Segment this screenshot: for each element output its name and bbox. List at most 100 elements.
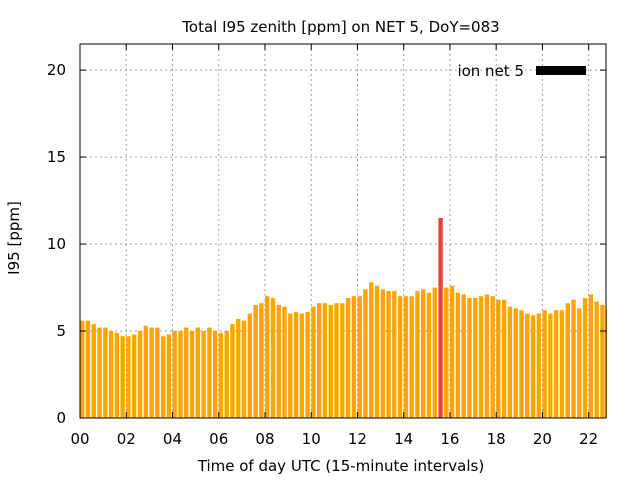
bar [357, 296, 362, 418]
x-tick-label: 10 [302, 430, 321, 448]
x-tick-label: 14 [394, 430, 413, 448]
bar [97, 327, 102, 418]
chart-title: Total I95 zenith [ppm] on NET 5, DoY=083 [181, 18, 499, 36]
bar [403, 296, 409, 418]
bar [484, 294, 490, 418]
bar [553, 310, 559, 418]
bar [189, 331, 195, 418]
bar [259, 303, 264, 418]
x-tick-label: 22 [579, 430, 598, 448]
bar [218, 332, 224, 418]
y-tick-label: 20 [47, 61, 66, 79]
bar [172, 331, 177, 418]
bar [207, 327, 212, 418]
bar [490, 296, 495, 418]
bar [85, 320, 91, 418]
bar [571, 299, 576, 418]
bar [449, 285, 455, 418]
bar [212, 331, 218, 418]
x-tick-label: 20 [533, 430, 552, 448]
bar [455, 292, 461, 418]
bar [224, 331, 229, 418]
bar [501, 299, 507, 418]
bar [438, 217, 443, 418]
bar [293, 311, 299, 418]
bar [530, 315, 536, 418]
x-axis-label: Time of day UTC (15-minute intervals) [197, 457, 484, 475]
bar [149, 327, 154, 418]
bar [132, 334, 137, 418]
bar [444, 287, 449, 418]
bar [126, 336, 131, 418]
bar [345, 297, 351, 418]
bar [397, 296, 403, 418]
ticks: 00 02 04 06 08 10 12 14 16 18 20 22 0 5 10 15 20 [47, 44, 606, 448]
bar [201, 331, 206, 418]
bar [178, 331, 183, 418]
bar [270, 297, 276, 418]
y-tick-label: 10 [47, 235, 66, 253]
bar [247, 313, 253, 418]
bar [536, 313, 542, 418]
bar [432, 287, 437, 418]
y-axis-label: I95 [ppm] [5, 201, 23, 275]
bar [525, 313, 530, 418]
bar [461, 294, 466, 418]
bar [137, 331, 143, 418]
bar [513, 308, 518, 418]
bar [467, 297, 472, 418]
bar [166, 334, 172, 418]
bar [369, 282, 374, 418]
bar [507, 306, 513, 418]
x-tick-label: 16 [440, 430, 459, 448]
x-tick-label: 00 [70, 430, 89, 448]
bar [496, 299, 501, 418]
bar [311, 306, 316, 418]
bar [253, 304, 258, 418]
x-tick-label: 18 [487, 430, 506, 448]
bar [478, 296, 484, 418]
bar [108, 331, 114, 418]
y-tick-label: 15 [47, 148, 66, 166]
bar [230, 324, 235, 418]
bar [426, 292, 432, 418]
y-tick-label: 0 [56, 409, 66, 427]
bar [114, 332, 120, 418]
bar [322, 303, 328, 418]
legend-swatch [536, 66, 586, 75]
bar [582, 297, 588, 418]
bar [143, 325, 148, 418]
bar [334, 303, 339, 418]
bar [236, 318, 241, 418]
bar [305, 311, 310, 418]
bar [288, 313, 293, 418]
bar [120, 336, 125, 418]
bar [299, 313, 305, 418]
x-tick-label: 06 [209, 430, 228, 448]
bar [80, 320, 85, 418]
bar [588, 294, 594, 418]
bar [409, 296, 414, 418]
bar [184, 327, 189, 418]
bar [392, 291, 397, 418]
bar [160, 336, 166, 418]
legend-label: ion net 5 [457, 62, 524, 80]
bar [340, 303, 345, 418]
x-tick-label: 04 [163, 430, 182, 448]
bar [565, 303, 570, 418]
bar [600, 304, 605, 418]
bar [577, 308, 582, 418]
bar [328, 304, 333, 418]
x-tick-label: 08 [255, 430, 274, 448]
bar [195, 327, 200, 418]
bar [264, 296, 270, 418]
bar [559, 310, 565, 418]
bar [542, 310, 547, 418]
bar [316, 303, 322, 418]
bar [594, 301, 599, 418]
x-tick-label: 12 [348, 430, 367, 448]
bar [103, 327, 108, 418]
plot-frame [79, 43, 607, 419]
